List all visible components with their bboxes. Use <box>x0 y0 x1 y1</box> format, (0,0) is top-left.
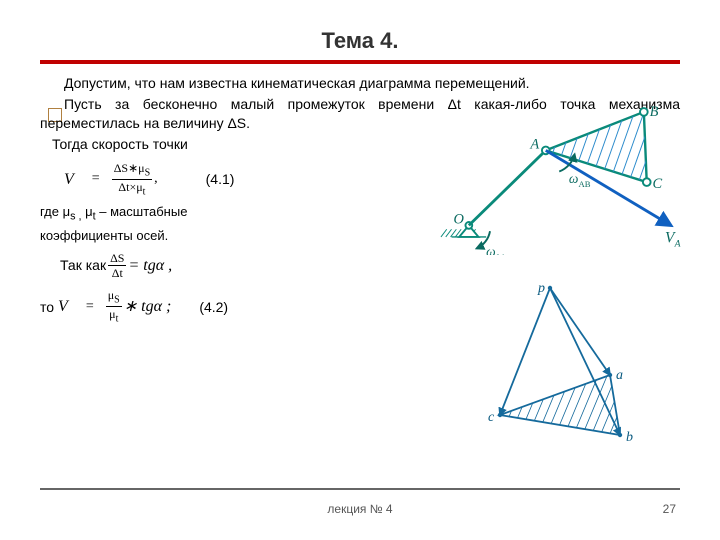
scale-text-1: где μs , μt – масштабные <box>40 203 380 224</box>
eq1-V: V <box>64 169 74 191</box>
svg-text:p: p <box>537 281 545 296</box>
svg-text:b: b <box>626 430 633 445</box>
eq1-fraction: ΔS∗μS Δt×μt <box>112 162 152 198</box>
svg-text:0A: 0A <box>496 252 507 255</box>
svg-text:A: A <box>529 136 539 152</box>
since-row: Так как ΔS Δt = tgα , <box>40 252 380 279</box>
velocity-diagram-figure: p a b c <box>460 280 660 450</box>
equation-4-2: то V = μS μt ∗ tgα ; (4.2) <box>40 289 380 325</box>
since-tail: = tgα , <box>128 255 172 277</box>
speed-intro: Тогда скорость точки <box>40 135 380 154</box>
eq2-fraction: μS μt <box>106 289 122 325</box>
eq2-equals: = <box>86 298 94 317</box>
eq2-tail: ∗ tgα ; <box>124 296 172 318</box>
since-fraction: ΔS Δt <box>108 252 126 279</box>
eq2-number: (4.2) <box>199 298 228 317</box>
eq2-V: V <box>58 296 68 318</box>
svg-text:ω: ω <box>486 244 496 255</box>
mechanism-figure: OABCVAω0AωAB <box>440 90 690 255</box>
eq1-equals: = <box>92 170 100 189</box>
eq2-lead: то <box>40 298 54 317</box>
page-number: 27 <box>663 502 676 516</box>
svg-text:C: C <box>653 176 663 192</box>
svg-text:ω: ω <box>569 171 579 186</box>
equation-4-1: V = ΔS∗μS Δt×μt , (4.1) <box>40 162 380 198</box>
scale-text-2: коэффициенты осей. <box>40 227 380 245</box>
svg-text:c: c <box>488 410 495 425</box>
eq1-number: (4.1) <box>206 170 235 189</box>
svg-text:a: a <box>616 368 623 383</box>
slide-title: Тема 4. <box>40 28 680 54</box>
title-underline <box>40 60 680 64</box>
svg-text:O: O <box>453 211 464 227</box>
footer-lecture: лекция № 4 <box>0 502 720 516</box>
svg-text:B: B <box>650 104 659 120</box>
footer-rule <box>40 488 680 490</box>
svg-text:A: A <box>674 239 681 250</box>
eq1-tail: , <box>154 170 158 189</box>
since-lead: Так как <box>60 256 106 275</box>
svg-text:AB: AB <box>578 179 590 189</box>
